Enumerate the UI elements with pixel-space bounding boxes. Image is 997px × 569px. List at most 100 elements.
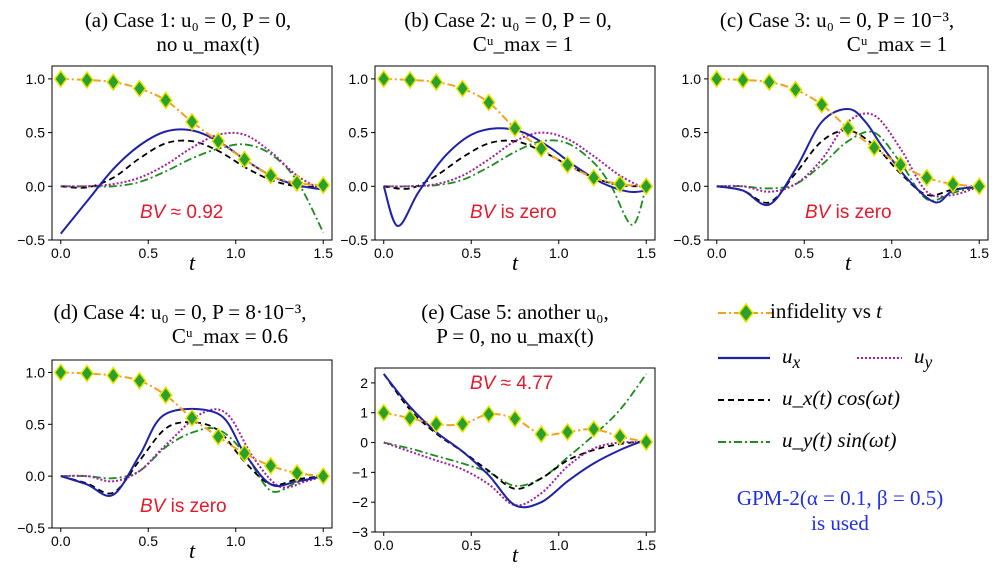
panel-e-infidelity-marker [639, 432, 654, 452]
panel-d-bv-label: BV is zero [140, 496, 227, 517]
panel-c-ytick-label: 1.0 [682, 71, 702, 87]
legend-ux-text: u [782, 344, 793, 368]
panel-d-infidelity-marker [53, 363, 68, 382]
panel-d-xtick-label: 1.0 [226, 533, 246, 549]
panel-d-title-line2: Cᵘ_max = 0.6 [171, 324, 289, 348]
panel-b-line-uytsint [383, 139, 648, 226]
legend-uy-label: uy [914, 344, 932, 373]
panel-e-line-uytsint [383, 373, 648, 487]
panel-e-ytick-label: −2 [352, 494, 368, 510]
panel-c-infidelity-marker [736, 70, 750, 90]
panel-b-ytick-label: −0.5 [340, 232, 368, 248]
panel-c-xtick-label: 1.0 [882, 245, 902, 261]
panel-b-bv-symbol: BV [470, 202, 498, 223]
panel-d-ytick-label: −0.5 [17, 520, 45, 536]
panel-e-infidelity-marker [613, 427, 627, 446]
panel-c-bv-label: BV is zero [805, 202, 892, 223]
panel-a-bv-value: ≈ 0.92 [165, 202, 223, 223]
legend-uy-sub: y [924, 352, 933, 373]
panel-d-xtick-label: 1.5 [314, 533, 334, 549]
panel-e-line-uxtcost [383, 373, 647, 490]
panel-c-title-line2: Cᵘ_max = 1 [846, 32, 948, 56]
panel-a-infidelity-marker [211, 131, 226, 151]
panel-a-xtick-label: 0.0 [51, 245, 71, 261]
panel-a-bv-label: BV ≈ 0.92 [140, 202, 223, 223]
panel-e-bv-symbol: BV [470, 373, 498, 394]
panel-b-ytick-label: 0.0 [349, 178, 369, 194]
panel-b-series [376, 69, 654, 227]
legend-infidelity-marker [738, 302, 754, 324]
panel-a-xtick-label: 1.0 [226, 245, 246, 261]
panel-e-xtick-label: 1.0 [549, 537, 569, 553]
panel-b-infidelity-marker [429, 72, 444, 92]
panel-c-title-line1: (c) Case 3: u₀ = 0, P = 10⁻³, [719, 8, 955, 32]
panel-b-infidelity-marker [534, 139, 549, 158]
panel-e-infidelity-marker [560, 422, 575, 442]
legend: infidelity vs t ux uy u_x(t) cos(ωt) u_y… [712, 292, 997, 472]
panel-b-xtick-label: 1.5 [637, 245, 657, 261]
legend-uy-text: u [914, 344, 925, 368]
panel-a-infidelity-marker [158, 91, 173, 110]
panel-b-bv-value: is zero [495, 202, 556, 223]
panel-b-infidelity-marker [481, 93, 496, 112]
panel-e-title-line1: (e) Case 5: another u₀, [421, 300, 609, 324]
panel-d-title: (d) Case 4: u₀ = 0, P = 8·10⁻³, Cᵘ_max =… [0, 300, 360, 348]
panel-e-xtick-label: 0.5 [462, 537, 482, 553]
panel-e-frame [374, 367, 656, 533]
panel-a-xtick-label: 1.5 [314, 245, 334, 261]
panel-e-ytick-label: −3 [352, 524, 368, 540]
panel-c-title: (c) Case 3: u₀ = 0, P = 10⁻³, Cᵘ_max = 1 [677, 8, 997, 56]
panel-e-infidelity-marker [481, 404, 496, 424]
panel-c-infidelity-marker [893, 155, 908, 175]
panel-b-xtick-label: 0.0 [374, 245, 394, 261]
panel-b-ytick-label: 0.5 [349, 125, 369, 141]
panel-b-ytick-label: 1.0 [349, 71, 369, 87]
panel-b-frame [374, 65, 656, 241]
panel-e-infidelity-marker [403, 408, 417, 428]
panel-b-infidelity-marker [613, 174, 627, 194]
panel-d-infidelity-marker [290, 463, 304, 483]
panel-b-infidelity-marker [403, 70, 417, 90]
panel-e-ytick-label: 1 [360, 405, 368, 421]
legend-infidelity-text: infidelity vs [770, 299, 871, 323]
panel-a-infidelity-marker [106, 72, 121, 92]
legend-uxcos-label: u_x(t) cos(ωt) [782, 386, 901, 410]
panel-b-xlabel: t [512, 250, 519, 275]
panel-e-xtick-label: 0.0 [374, 537, 394, 553]
panel-b-infidelity-marker [376, 69, 391, 89]
panel-c-bv-symbol: BV [805, 202, 833, 223]
panel-c-xtick-label: 1.5 [970, 245, 990, 261]
panel-d-title-line1: (d) Case 4: u₀ = 0, P = 8·10⁻³, [53, 300, 307, 324]
panel-a-ytick-label: 1.0 [26, 71, 46, 87]
panel-d-ytick-label: 0.5 [26, 416, 46, 432]
panel-a-ytick-label: −0.5 [17, 232, 45, 248]
panel-e-bv-label: BV ≈ 4.77 [470, 373, 553, 394]
legend-infidelity-label: infidelity vs t [770, 299, 882, 324]
panel-b-infidelity-marker [508, 119, 522, 138]
panel-a-bv-symbol: BV [140, 202, 168, 223]
panel-e-bv-value: ≈ 4.77 [495, 373, 553, 394]
legend-infidelity-var: t [876, 299, 883, 323]
panel-c-ytick-label: 0.5 [682, 125, 702, 141]
panel-b-title: (b) Case 2: u₀ = 0, P = 0, Cᵘ_max = 1 [358, 8, 658, 56]
legend-ux-label: ux [782, 344, 800, 373]
panel-a-series [53, 69, 331, 235]
legend-ux-sub: x [792, 352, 801, 373]
panel-d-ytick-label: 1.0 [26, 364, 46, 380]
panel-c-ytick-label: 0.0 [682, 178, 702, 194]
panel-e-plot: 0.0 0.5 1.0 1.5 −3 −2 −1 0 1 2 t BV ≈ 4.77 [352, 367, 656, 567]
panel-d-bv-value: is zero [165, 496, 226, 517]
panel-a-title-line1: (a) Case 1: u₀ = 0, P = 0, [84, 8, 292, 32]
panel-b-plot: 0.0 0.5 1.0 1.5 −0.5 0.0 0.5 1.0 t BV is zero [340, 65, 657, 275]
panel-e-infidelity-marker [429, 414, 444, 434]
panel-c-bv-value: is zero [830, 202, 891, 223]
panel-d-infidelity-marker [185, 408, 199, 428]
panel-d-frame [51, 359, 333, 529]
method-note: GPM-2(α = 0.1, β = 0.5) is used [695, 486, 985, 536]
panel-d-infidelity-marker [106, 366, 121, 385]
panel-b-line-uxtcost [383, 139, 647, 190]
panel-a-frame [51, 65, 333, 241]
panel-c-plot: 0.0 0.5 1.0 1.5 −0.5 0.0 0.5 1.0 t BV is zero [673, 65, 990, 275]
method-note-line1: GPM-2(α = 0.1, β = 0.5) [736, 486, 944, 510]
panel-d-infidelity-marker [263, 456, 278, 476]
